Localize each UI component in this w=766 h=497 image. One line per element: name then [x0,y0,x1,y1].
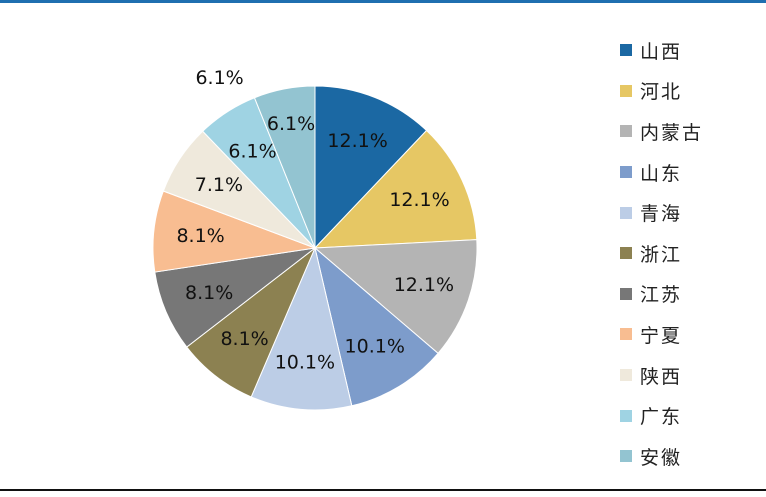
legend-label: 山东 [640,162,683,185]
legend-swatch [620,450,632,463]
legend: 山西河北内蒙古山东青海浙江江苏宁夏陕西广东安徽 [620,30,703,477]
legend-label: 内蒙古 [640,121,704,144]
legend-swatch [620,328,632,341]
pie-slices [152,85,478,411]
legend-item-10: 安徽 [620,436,703,477]
pie-slice-3 [314,246,439,407]
legend-swatch [620,125,632,138]
pie-slice-0 [314,85,428,250]
pie-slice-4 [250,246,353,411]
legend-item-4: 青海 [620,192,703,233]
legend-swatch [620,84,632,97]
legend-label: 江苏 [640,284,683,307]
legend-item-6: 江苏 [620,274,703,315]
pie-slice-10 [253,85,316,249]
legend-label: 青海 [640,203,683,226]
legend-item-5: 浙江 [620,233,703,274]
legend-item-9: 广东 [620,395,703,436]
slice-label-9: 6.1% [228,140,276,162]
slice-label-0: 12.1% [327,130,387,152]
slice-label-6: 8.1% [185,282,233,304]
legend-item-0: 山西 [620,30,703,71]
legend-item-1: 河北 [620,71,703,112]
legend-swatch [620,206,632,219]
slice-label-10: 6.1% [267,113,315,135]
legend-item-3: 山东 [620,152,703,193]
legend-label: 浙江 [640,243,683,266]
legend-label: 陕西 [640,365,683,388]
pie-slice-1 [313,129,478,249]
legend-swatch [620,369,632,382]
bottom-rule [0,489,766,491]
slice-label-7: 8.1% [176,225,224,247]
legend-label: 广东 [640,406,683,429]
slice-label-8: 7.1% [195,174,243,196]
slice-label-4: 10.1% [275,352,335,374]
legend-swatch [620,287,632,300]
legend-swatch [620,44,632,57]
legend-item-2: 内蒙古 [620,111,703,152]
slice-label-2: 12.1% [394,274,454,296]
legend-item-8: 陕西 [620,355,703,396]
legend-swatch [620,247,632,260]
slice-label-5: 8.1% [220,328,268,350]
legend-label: 河北 [640,81,683,104]
slice-label-outside-10: 6.1% [195,67,243,89]
legend-swatch [620,409,632,422]
legend-item-7: 宁夏 [620,314,703,355]
top-rule [0,0,766,3]
pie-labels: 12.1% 12.1% 12.1% 10.1% 10.1% 8.1% 8.1% 8.1% 7.1… [176,67,454,374]
legend-label: 安徽 [640,446,683,469]
slice-label-1: 12.1% [389,189,449,211]
legend-swatch [620,166,632,179]
pie-slice-2 [313,239,478,355]
slice-label-3: 10.1% [345,335,405,357]
legend-label: 山西 [640,40,683,63]
legend-label: 宁夏 [640,324,683,347]
